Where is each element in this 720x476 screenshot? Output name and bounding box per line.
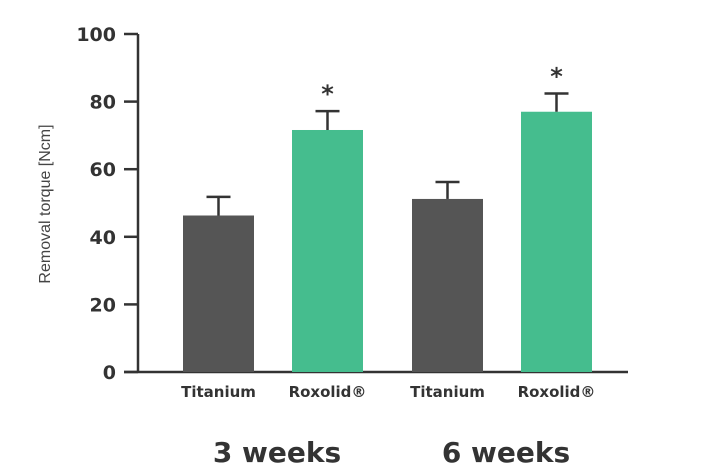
category-label: Titanium (181, 383, 256, 401)
significance-marker: * (321, 80, 334, 108)
y-tick-label: 100 (76, 24, 116, 46)
category-label: Titanium (410, 383, 485, 401)
y-tick-label: 0 (103, 362, 116, 384)
bar (412, 198, 483, 372)
category-label: Roxolid® (289, 383, 367, 401)
y-tick-label: 60 (90, 159, 116, 181)
y-tick-label: 40 (90, 227, 116, 249)
bars (183, 92, 592, 373)
significance-marker: * (550, 62, 563, 90)
y-tick-label: 20 (90, 294, 116, 316)
labels: Titanium * Roxolid® Titanium * Roxolid® 3 week… (181, 62, 595, 469)
y-tick-label: 80 (90, 92, 116, 114)
group-label: 6 weeks (442, 436, 570, 469)
bar (183, 215, 254, 372)
group-label: 3 weeks (213, 436, 341, 469)
bar (292, 129, 363, 372)
y-axis-title: Removal torque [Ncm] (37, 124, 54, 283)
category-label: Roxolid® (518, 383, 596, 401)
y-axis: 0 20 40 60 80 100 (76, 24, 140, 384)
bar (521, 111, 592, 373)
